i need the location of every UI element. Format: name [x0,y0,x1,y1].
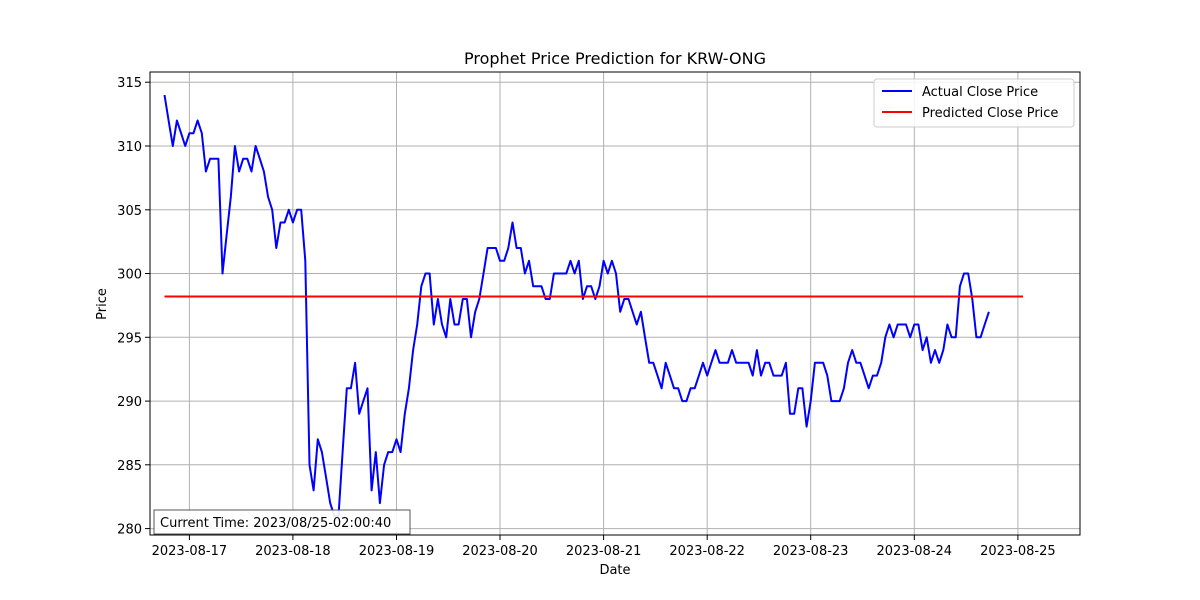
y-tick-label: 285 [117,459,142,474]
legend-label-predicted: Predicted Close Price [922,106,1058,121]
legend-box [873,78,1075,128]
y-tick-label: 300 [117,268,142,283]
series-layer [163,94,1023,517]
legend-label-actual: Actual Close Price [922,85,1038,100]
chart-title: Prophet Price Prediction for KRW-ONG [464,49,766,68]
y-axis-ticks: 280 285 290 295 300 305 310 315 [117,76,150,538]
x-tick-label: 2023-08-23 [773,544,849,559]
y-tick-label: 305 [117,204,142,219]
current-time-annotation: Current Time: 2023/08/25-02:00:40 [153,509,411,535]
x-tick-label: 2023-08-18 [255,544,331,559]
x-axis-label: Date [599,563,630,578]
plot-area-frame [149,71,1081,536]
y-tick-label: 310 [117,140,142,155]
x-tick-label: 2023-08-24 [877,544,953,559]
y-tick-label: 295 [117,331,142,346]
x-axis-ticks: 2023-08-17 2023-08-18 2023-08-19 2023-08-20… [152,535,1056,559]
y-axis-label: Price [95,288,110,320]
y-tick-label: 290 [117,395,142,410]
x-tick-label: 2023-08-22 [669,544,745,559]
x-tick-label: 2023-08-17 [152,544,228,559]
series-line-actual-close-price [163,94,990,517]
x-tick-label: 2023-08-25 [980,544,1056,559]
x-tick-label: 2023-08-20 [462,544,538,559]
annotation-box [153,509,411,535]
annotation-text: Current Time: 2023/08/25-02:00:40 [160,516,391,531]
x-tick-label: 2023-08-19 [359,544,435,559]
legend: Actual Close Price Predicted Close Price [873,78,1075,128]
y-tick-label: 315 [117,76,142,91]
y-tick-label: 280 [117,523,142,538]
x-tick-label: 2023-08-21 [566,544,642,559]
